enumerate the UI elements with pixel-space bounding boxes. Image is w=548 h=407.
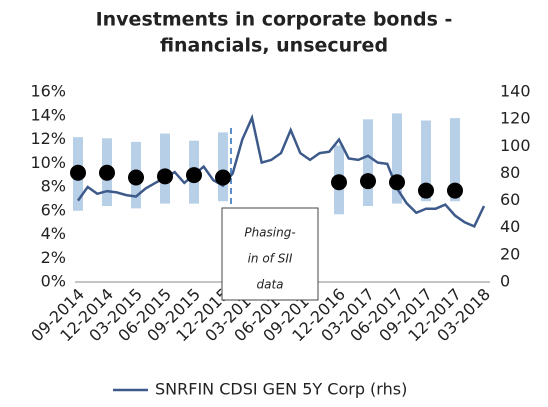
legend-label: SNRFIN CDSI GEN 5Y Corp (rhs): [155, 380, 407, 399]
y2-tick-label: 20: [500, 244, 520, 263]
median-dot: [99, 164, 115, 181]
range-bar: [218, 132, 228, 202]
range-bar: [392, 113, 402, 204]
chart-title: financials, unsecured: [160, 35, 388, 57]
median-dot: [360, 173, 376, 190]
y-tick-label: 8%: [41, 177, 66, 196]
median-dot: [418, 182, 434, 199]
annotation-box: [221, 207, 319, 301]
median-dot: [389, 174, 405, 191]
range-bar: [450, 118, 460, 202]
y2-tick-label: 100: [500, 136, 531, 155]
range-bar: [363, 119, 373, 206]
median-dot: [157, 168, 173, 185]
line-series: [76, 113, 486, 229]
median-dot: [215, 169, 231, 186]
median-dot: [70, 164, 86, 181]
median-dot: [447, 182, 463, 199]
y-tick-label: 6%: [41, 200, 66, 219]
y-tick-label: 16%: [30, 82, 66, 101]
y-tick-label: 4%: [41, 224, 66, 243]
y2-tick-label: 40: [500, 217, 520, 236]
range-bar: [421, 120, 431, 202]
median-dot: [186, 167, 202, 184]
y-tick-label: 2%: [41, 248, 66, 267]
y2-tick-label: 140: [500, 82, 531, 101]
annotation-text: Phasing-: [244, 226, 295, 240]
y2-tick-label: 80: [500, 163, 520, 182]
chart-title: Investments in corporate bonds -: [96, 9, 453, 31]
median-dot: [128, 169, 144, 186]
y-tick-label: 14%: [30, 105, 66, 124]
y-tick-label: 10%: [30, 153, 66, 172]
y-tick-label: 0%: [41, 272, 66, 291]
y-tick-label: 12%: [30, 129, 66, 148]
y2-tick-label: 60: [500, 190, 520, 209]
annotation-text: in of SII: [248, 252, 293, 266]
annotation-text: data: [256, 278, 283, 292]
median-dot: [331, 174, 347, 191]
y2-tick-label: 0: [500, 272, 510, 291]
y2-tick-label: 120: [500, 109, 531, 128]
